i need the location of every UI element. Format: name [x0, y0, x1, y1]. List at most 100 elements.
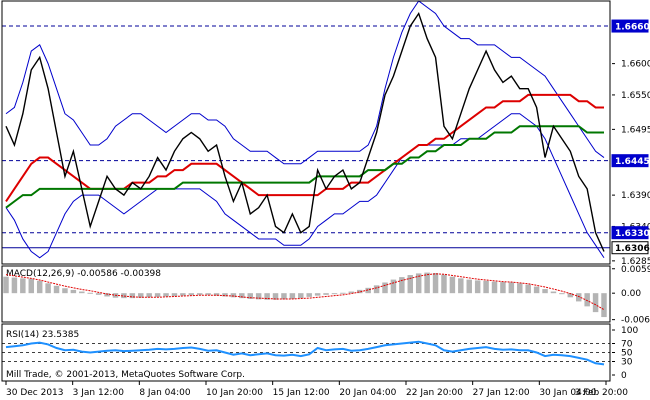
rsi-pane: RSI(14) 23.5385 Mill Trade, © 2001-2013,… [2, 326, 638, 381]
macd-bar-63 [533, 286, 540, 294]
time-tick-label-0: 30 Dec 2013 [6, 388, 64, 398]
macd-bar-35 [298, 293, 304, 299]
macd-bar-10 [87, 292, 93, 294]
level-tag-box-0 [611, 19, 649, 33]
rsi-tick-label-0: 100 [621, 326, 638, 336]
macd-bar-64 [542, 289, 548, 294]
macd-bar-71 [601, 293, 607, 318]
macd-bar-26 [222, 293, 228, 297]
macd-bar-47 [399, 277, 405, 294]
level-tag-text-1: 1.6445 [615, 157, 650, 167]
macd-bar-37 [314, 293, 321, 296]
macd-bar-61 [517, 283, 523, 294]
time-tick-label-9: 3 Feb 20:00 [575, 388, 629, 398]
rsi-label: RSI(14) 23.5385 [6, 330, 79, 340]
moving-average-red-line [5, 93, 604, 202]
macd-bar-6 [53, 285, 60, 294]
price-pane: 1.66001.65501.64951.63901.63401.62851.66… [2, 0, 650, 267]
macd-tick-label-0: 0.00593 [621, 265, 650, 275]
macd-bar-32 [272, 293, 279, 300]
pane-frames [1, 0, 611, 382]
macd-bar-29 [247, 293, 253, 299]
macd-bar-60 [508, 282, 515, 294]
macd-bar-39 [331, 293, 338, 295]
rsi-line [5, 340, 605, 366]
macd-bar-17 [146, 293, 152, 298]
macd-bar-36 [306, 293, 312, 297]
macd-bar-1 [11, 277, 18, 294]
time-tick-label-1: 3 Jan 12:00 [73, 388, 125, 398]
macd-bar-51 [432, 273, 439, 294]
macd-bar-2 [20, 278, 26, 294]
macd-bar-14 [121, 293, 127, 299]
macd-bar-5 [45, 283, 51, 294]
macd-pane: MACD(12,26,9) -0.00586 -0.00398 0.00593 0… [3, 265, 650, 326]
time-tick-label-5: 20 Jan 04:00 [339, 388, 396, 398]
macd-bar-48 [407, 275, 414, 294]
price-tick-label-5: 1.6285 [621, 257, 650, 267]
macd-bar-49 [415, 273, 422, 294]
time-tick-label-7: 27 Jan 12:00 [473, 388, 530, 398]
macd-bar-25 [213, 293, 220, 296]
macd-bar-52 [441, 274, 447, 294]
macd-bar-59 [500, 282, 506, 294]
macd-bar-62 [525, 284, 531, 294]
macd-bar-8 [70, 289, 77, 294]
macd-bar-22 [188, 293, 195, 296]
macd-bar-19 [163, 293, 169, 297]
rsi-tick-label-2: 50 [621, 349, 633, 359]
level-tag-text-3: 1.6306 [615, 244, 650, 254]
macd-bar-7 [62, 288, 68, 294]
macd-bar-30 [255, 293, 262, 300]
level-tag-text-2: 1.6330 [615, 229, 650, 239]
time-axis: 30 Dec 2013 3 Jan 12:00 8 Jan 04:00 10 Jan … [5, 381, 629, 398]
macd-bar-28 [239, 293, 245, 299]
macd-bar-46 [390, 279, 397, 294]
price-line [5, 11, 605, 252]
time-tick-label-4: 15 Jan 12:00 [273, 388, 330, 398]
macd-signal-line [5, 273, 605, 311]
price-tick-label-0: 1.6600 [621, 60, 650, 70]
level-tag-3: 1.6306 [611, 241, 650, 255]
level-tag-text-0: 1.6660 [615, 23, 650, 33]
rsi-tick-label-4: 0 [621, 371, 627, 381]
price-tick-label-3: 1.6390 [621, 191, 650, 201]
price-tick-label-2: 1.6495 [621, 125, 650, 135]
level-tag-2: 1.6330 [611, 226, 650, 240]
macd-bar-0 [3, 276, 9, 294]
macd-bar-44 [373, 285, 380, 294]
macd-bar-3 [28, 278, 35, 294]
macd-tick-label-1: 0.00 [621, 289, 641, 299]
macd-bar-34 [289, 293, 296, 299]
macd-bar-67 [567, 293, 574, 298]
rsi-pane-frame [1, 323, 611, 382]
macd-bar-33 [281, 293, 287, 300]
macd-bar-21 [180, 293, 186, 296]
macd-bar-11 [95, 293, 102, 295]
price-tick-label-1: 1.6550 [621, 91, 650, 101]
macd-bar-57 [483, 280, 489, 294]
macd-bar-68 [575, 293, 582, 302]
macd-bar-20 [171, 293, 178, 297]
macd-tick-label-2: -0.00643 [621, 316, 650, 326]
bollinger-lower-line [5, 113, 605, 259]
macd-bar-66 [559, 293, 565, 295]
macd-bar-27 [230, 293, 237, 298]
macd-bar-45 [382, 282, 388, 294]
time-tick-label-6: 22 Jan 20:00 [406, 388, 463, 398]
macd-bar-38 [323, 293, 329, 295]
macd-bar-43 [365, 287, 371, 294]
level-tag-box-2 [611, 226, 649, 240]
macd-bar-31 [264, 293, 270, 300]
level-tag-1: 1.6445 [611, 154, 650, 168]
macd-bar-24 [205, 293, 211, 295]
rsi-tick-label-3: 30 [621, 358, 633, 368]
bollinger-upper-line [5, 0, 605, 165]
macd-bar-55 [466, 279, 472, 294]
time-tick-label-3: 10 Jan 20:00 [206, 388, 263, 398]
time-tick-label-8: 30 Jan 04:00 [539, 388, 596, 398]
macd-bar-53 [449, 276, 456, 294]
time-tick-label-2: 8 Jan 04:00 [139, 388, 191, 398]
main-pane-frame [1, 0, 611, 265]
